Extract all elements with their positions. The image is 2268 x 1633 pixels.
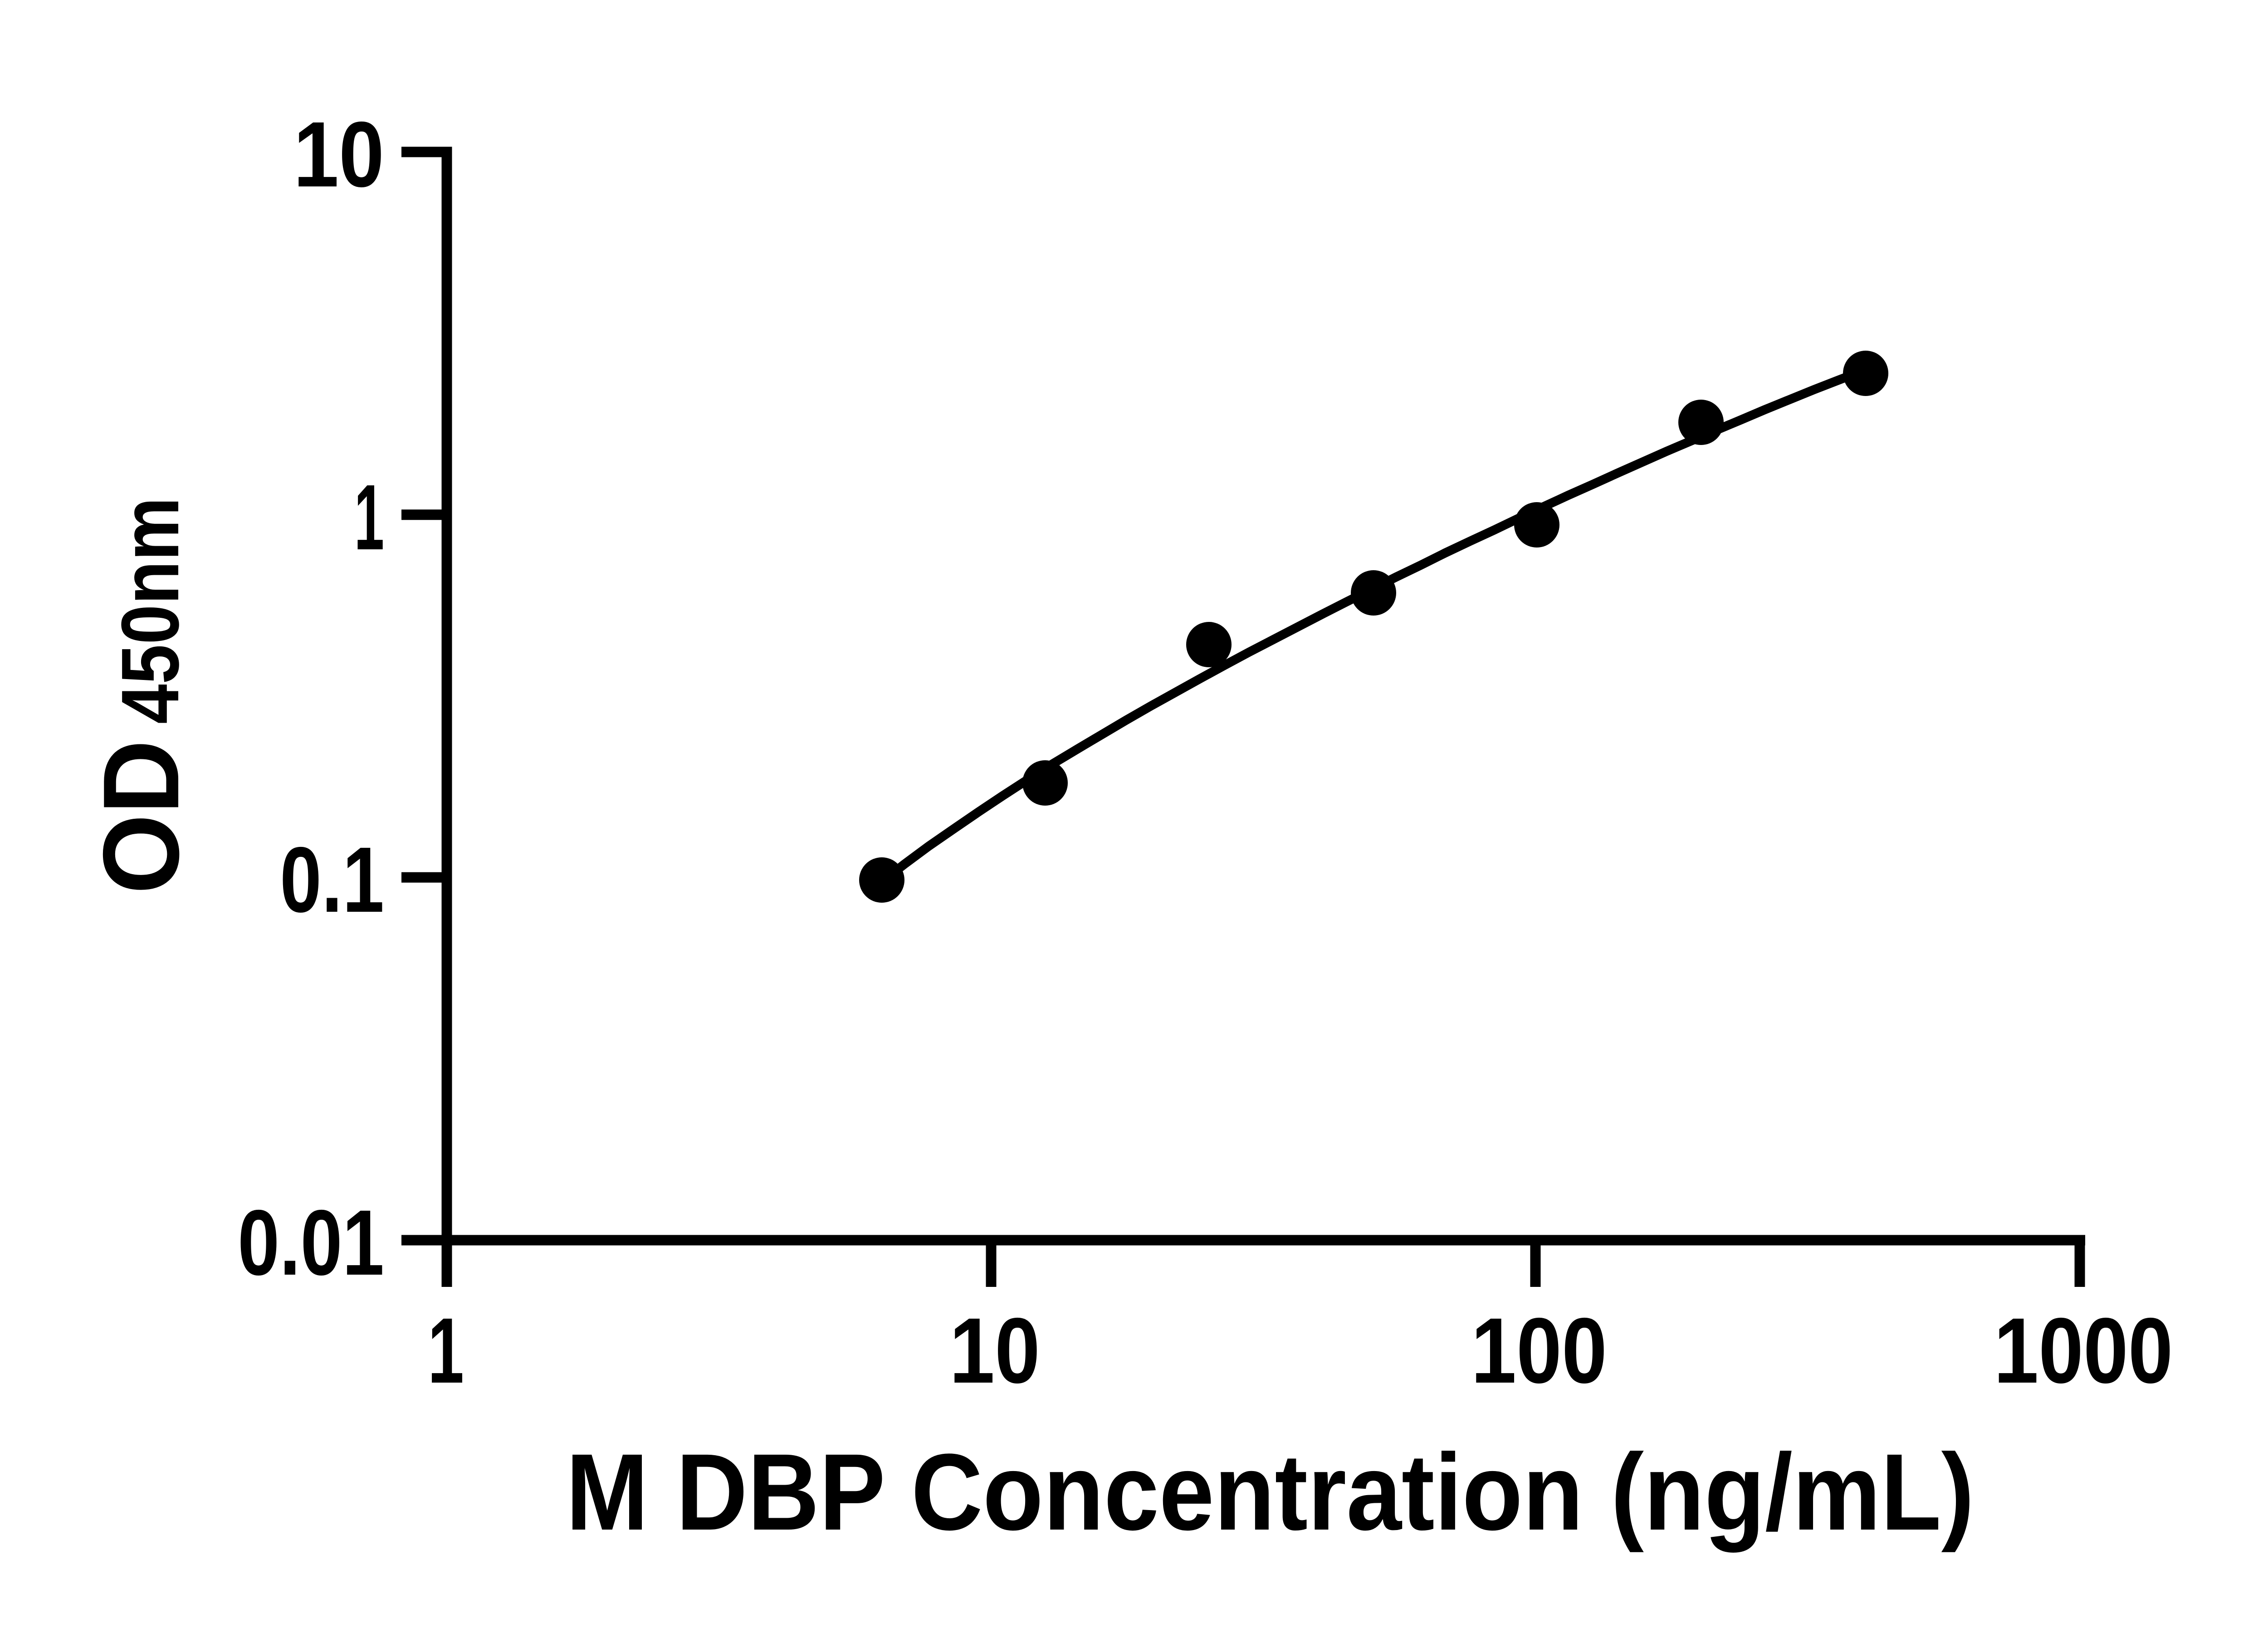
svg-text:100: 100 bbox=[1471, 1299, 1607, 1403]
svg-text:1000: 1000 bbox=[1994, 1299, 2173, 1403]
svg-text:0.1: 0.1 bbox=[280, 828, 384, 932]
svg-text:M DBP Concentration (ng/mL): M DBP Concentration (ng/mL) bbox=[566, 1431, 1975, 1553]
svg-text:1: 1 bbox=[354, 465, 384, 569]
svg-text:OD450nm: OD450nm bbox=[81, 497, 201, 894]
svg-text:1: 1 bbox=[428, 1299, 464, 1403]
svg-text:0.01: 0.01 bbox=[238, 1191, 384, 1295]
svg-text:10: 10 bbox=[293, 103, 384, 206]
svg-text:10: 10 bbox=[949, 1299, 1040, 1403]
